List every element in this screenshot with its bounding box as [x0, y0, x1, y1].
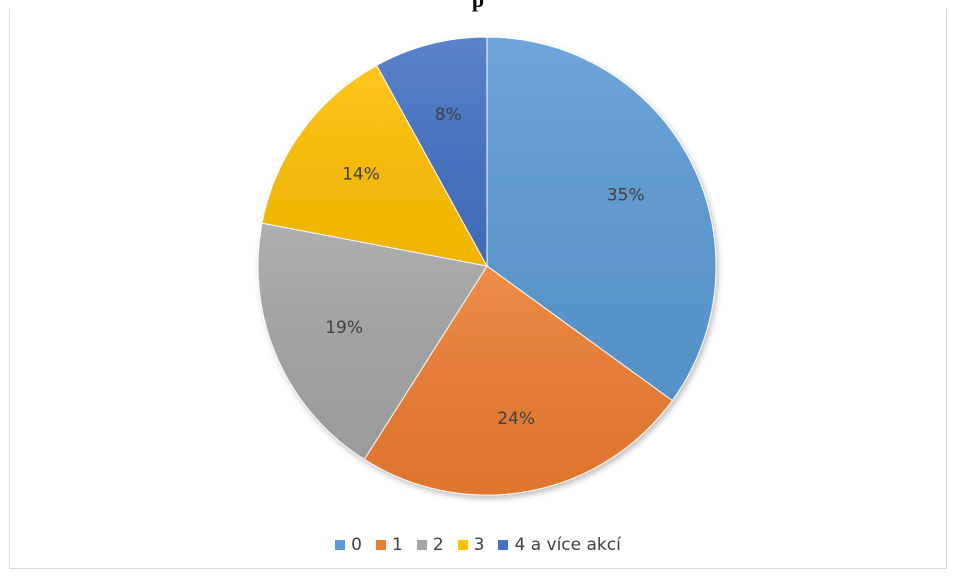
legend-label: 0 [351, 535, 362, 555]
legend-swatch [498, 540, 509, 550]
data-label-2: 19% [325, 318, 363, 338]
data-label-1: 24% [497, 409, 535, 429]
pie-slice-shading [364, 266, 673, 496]
pie-slice-shading [262, 65, 487, 266]
legend-label: 3 [473, 535, 485, 555]
legend-item-2: 2 [416, 535, 444, 555]
legend-swatch [375, 540, 386, 550]
legend-item-4-a-více-akcí: 4 a více akcí [498, 535, 621, 555]
legend-label: 4 a více akcí [514, 535, 621, 555]
data-label-0: 35% [607, 185, 645, 205]
legend-label: 1 [391, 535, 403, 555]
data-label-4-a-více-akcí: 8% [435, 105, 462, 125]
legend-swatch [335, 540, 346, 550]
pie-slice-shading [257, 223, 487, 460]
pie-slice-shading [376, 37, 487, 266]
legend-swatch [416, 540, 427, 550]
legend: 0 1 2 3 4 a více akcí [0, 534, 956, 556]
legend-swatch [457, 540, 468, 550]
legend-label: 2 [432, 535, 444, 555]
legend-item-3: 3 [457, 535, 485, 555]
data-label-3: 14% [342, 164, 380, 184]
chart-title: p [0, 0, 956, 12]
legend-item-0: 0 [335, 535, 362, 555]
legend-item-1: 1 [375, 535, 403, 555]
pie-slice-shading [487, 37, 716, 401]
